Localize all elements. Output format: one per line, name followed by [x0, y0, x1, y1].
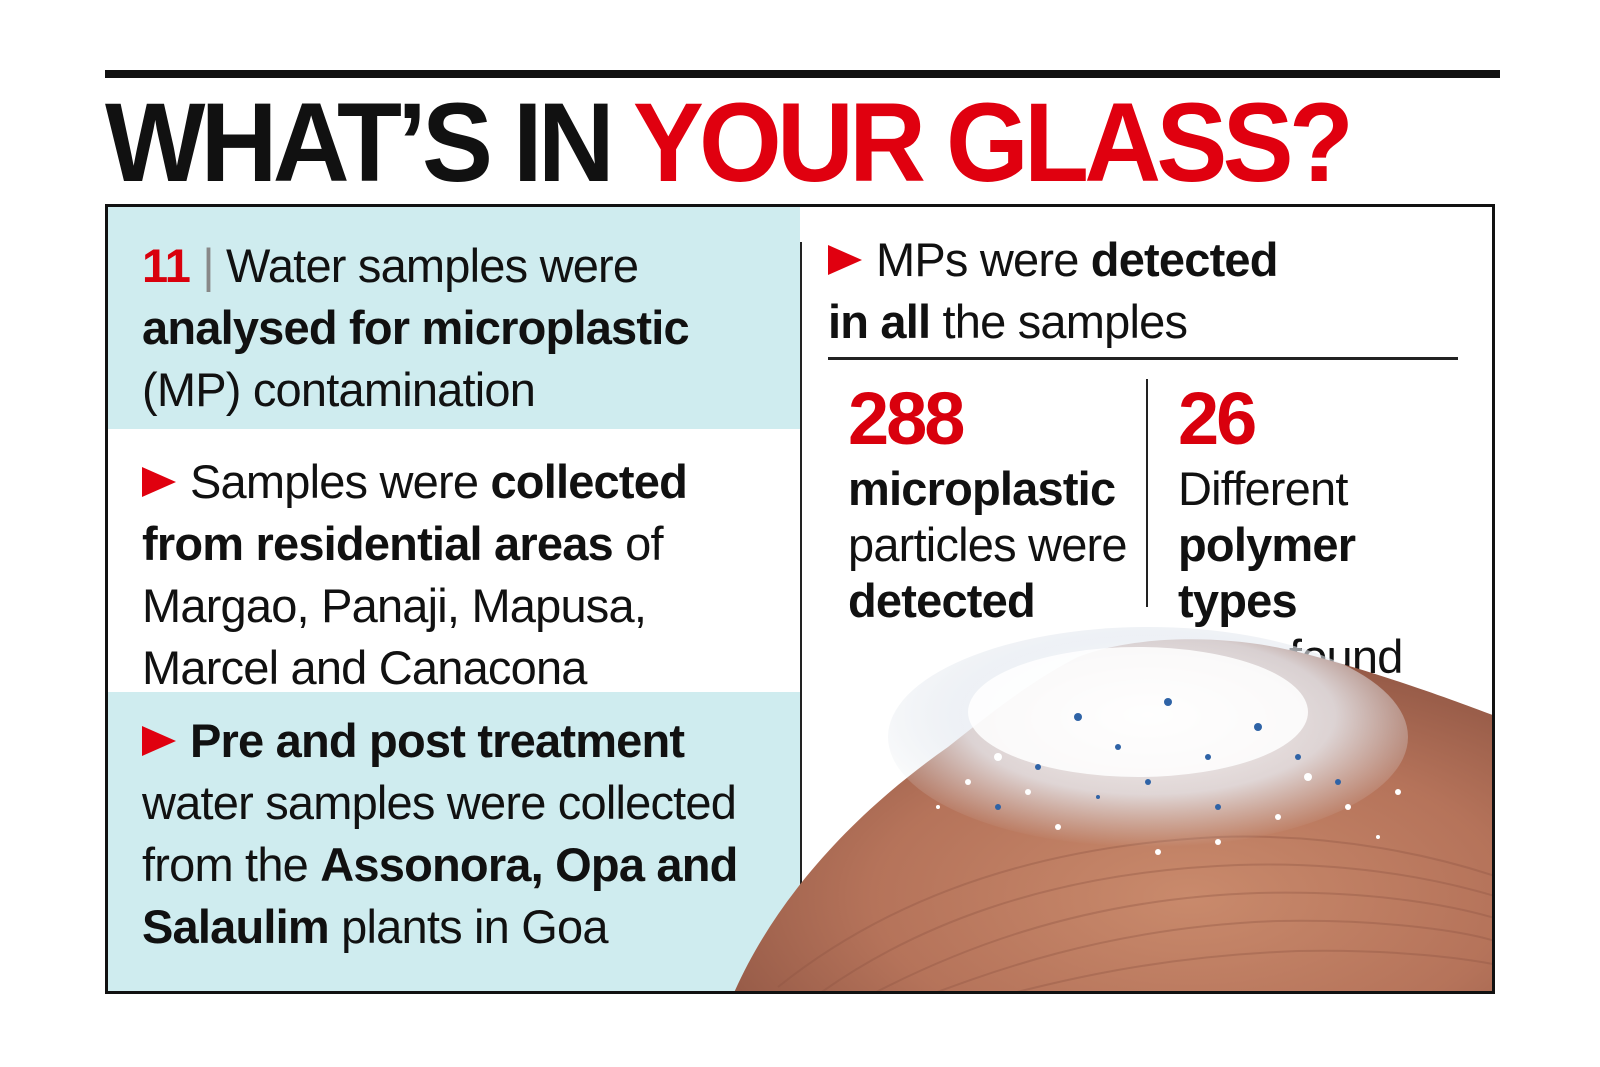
- fact-samples-analysed: 11 | Water samples were analysed for mic…: [108, 207, 800, 429]
- arrow-icon: [142, 725, 176, 756]
- fact-line: (MP) contamination: [142, 359, 800, 421]
- fact-collection-areas: Samples were collected from residential …: [108, 429, 800, 694]
- fact-bold: microplastic: [848, 462, 1116, 515]
- fact-text: Water samples were: [226, 239, 639, 292]
- horizontal-divider: [828, 357, 1458, 360]
- column-divider: [800, 242, 802, 991]
- fact-treatment-plants: Pre and post treatment water samples wer…: [108, 692, 800, 991]
- fact-line: water samples were collected: [142, 772, 800, 834]
- fact-line: Samples were collected: [142, 451, 800, 513]
- fact-text: Different: [1178, 462, 1348, 515]
- fact-bold: detected: [1090, 233, 1279, 286]
- separator: |: [190, 239, 227, 292]
- fact-line: particles were: [848, 517, 1168, 573]
- fact-text: Marcel and Canacona: [142, 641, 587, 694]
- fact-line: Different: [1178, 461, 1478, 517]
- arrow-icon: [828, 244, 862, 275]
- headline-part-2: YOUR GLASS?: [632, 80, 1354, 205]
- microplastic-fingertip-photo: [734, 627, 1492, 991]
- fact-text: Samples were: [190, 455, 491, 508]
- top-rule: [105, 70, 1500, 78]
- infographic-frame: 11 | Water samples were analysed for mic…: [105, 204, 1495, 994]
- fact-line: Marcel and Canacona: [142, 637, 800, 699]
- blue-particles: [995, 698, 1341, 810]
- fact-text: MPs were: [876, 233, 1091, 286]
- fact-line: 11 | Water samples were: [142, 235, 800, 297]
- fact-line: Pre and post treatment: [142, 710, 800, 772]
- fact-bold: detected: [848, 574, 1036, 627]
- stat-divider: [1146, 379, 1148, 607]
- fact-bold: in all: [828, 295, 931, 348]
- stat-number: 288: [848, 377, 965, 460]
- fact-bold: polymer types: [1178, 518, 1356, 627]
- headline: WHAT’S IN YOUR GLASS?: [105, 84, 1430, 202]
- fact-text: plants in Goa: [328, 900, 608, 953]
- fact-line: polymer types: [1178, 517, 1478, 629]
- fact-bold: Assonora, Opa and: [320, 838, 738, 891]
- stat-number: 26: [1178, 377, 1257, 460]
- fact-bold: Salaulim: [142, 900, 330, 953]
- fact-line: from residential areas of: [142, 513, 800, 575]
- fact-bold: collected: [490, 455, 687, 508]
- fact-bold: analysed for microplastic: [142, 301, 690, 354]
- fact-line: in all the samples: [828, 291, 1458, 353]
- fact-text: from the: [142, 838, 321, 891]
- fact-detected-all: MPs were detected in all the samples: [828, 229, 1458, 353]
- fact-text: the samples: [930, 295, 1188, 348]
- fact-line: MPs were detected: [828, 229, 1458, 291]
- fact-line: analysed for microplastic: [142, 297, 800, 359]
- fact-bold: from residential areas: [142, 517, 614, 570]
- fact-text: of: [612, 517, 663, 570]
- fact-text: water samples were collected: [142, 776, 737, 829]
- fact-text: Margao, Panaji, Mapusa,: [142, 579, 647, 632]
- fact-text: particles were: [848, 518, 1128, 571]
- fact-line: Margao, Panaji, Mapusa,: [142, 575, 800, 637]
- sample-count: 11: [142, 239, 191, 292]
- headline-part-1: WHAT’S IN: [105, 80, 633, 205]
- fact-text: (MP) contamination: [142, 363, 536, 416]
- fact-line: microplastic: [848, 461, 1168, 517]
- fact-bold: Pre and post treatment: [190, 714, 685, 767]
- arrow-icon: [142, 466, 176, 497]
- fact-line: Salaulim plants in Goa: [142, 896, 800, 958]
- fact-line: detected: [848, 573, 1168, 629]
- fact-line: from the Assonora, Opa and: [142, 834, 800, 896]
- white-particles: [936, 753, 1401, 855]
- stat-particles: 288 microplastic particles were detected: [848, 377, 1168, 629]
